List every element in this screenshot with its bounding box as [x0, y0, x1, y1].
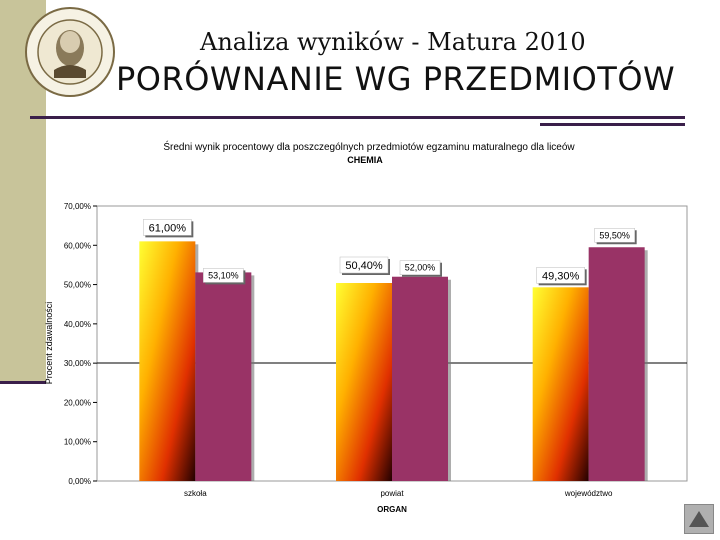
y-tick-label: 40,00%	[64, 320, 91, 329]
x-category-label: województwo	[564, 489, 613, 498]
bar-1-2	[336, 283, 392, 481]
chart-subtitle: CHEMIA	[347, 155, 383, 165]
data-label: 50,40%	[345, 260, 383, 272]
y-tick-label: 60,00%	[64, 241, 91, 250]
title-rule-short	[540, 123, 685, 126]
y-axis-label: Procent zdawalności	[44, 302, 54, 385]
slide-nav-button[interactable]	[684, 504, 714, 534]
slide-title: Analiza wyników - Matura 2010	[200, 28, 586, 56]
y-tick-label: 70,00%	[64, 202, 91, 211]
title-rule	[30, 116, 685, 119]
data-label-box	[339, 256, 389, 274]
data-label: 52,00%	[405, 263, 436, 273]
bar-2-2	[392, 276, 448, 481]
data-label: 59,50%	[599, 230, 630, 240]
y-tick-label: 30,00%	[64, 359, 91, 368]
bar-2-1	[195, 272, 252, 481]
nav-arrow-icon	[689, 511, 709, 527]
bar-1-3	[532, 287, 589, 481]
data-label-box	[536, 267, 585, 284]
data-label-box	[203, 268, 244, 283]
data-label: 49,30%	[542, 270, 580, 282]
y-tick-label: 20,00%	[64, 398, 91, 407]
y-tick-label: 50,00%	[64, 281, 91, 290]
data-label-box	[399, 260, 441, 275]
x-axis-label: ORGAN	[377, 505, 407, 514]
x-category-label: powiat	[380, 489, 404, 498]
y-tick-label: 10,00%	[64, 438, 91, 447]
data-label: 53,10%	[208, 270, 239, 280]
data-label-box	[143, 219, 192, 236]
bar-1-1	[139, 241, 196, 481]
decorative-band-rule	[0, 381, 46, 384]
bar-2-3	[588, 247, 645, 481]
data-label-box	[594, 228, 635, 243]
y-tick-label: 0,00%	[68, 477, 91, 486]
slide-heading: PORÓWNANIE WG PRZEDMIOTÓW	[116, 60, 676, 98]
school-seal-logo	[25, 7, 115, 97]
x-category-label: szkoła	[184, 489, 207, 498]
data-label: 61,00%	[149, 222, 187, 234]
chart-title: Średni wynik procentowy dla poszczególny…	[163, 140, 575, 153]
